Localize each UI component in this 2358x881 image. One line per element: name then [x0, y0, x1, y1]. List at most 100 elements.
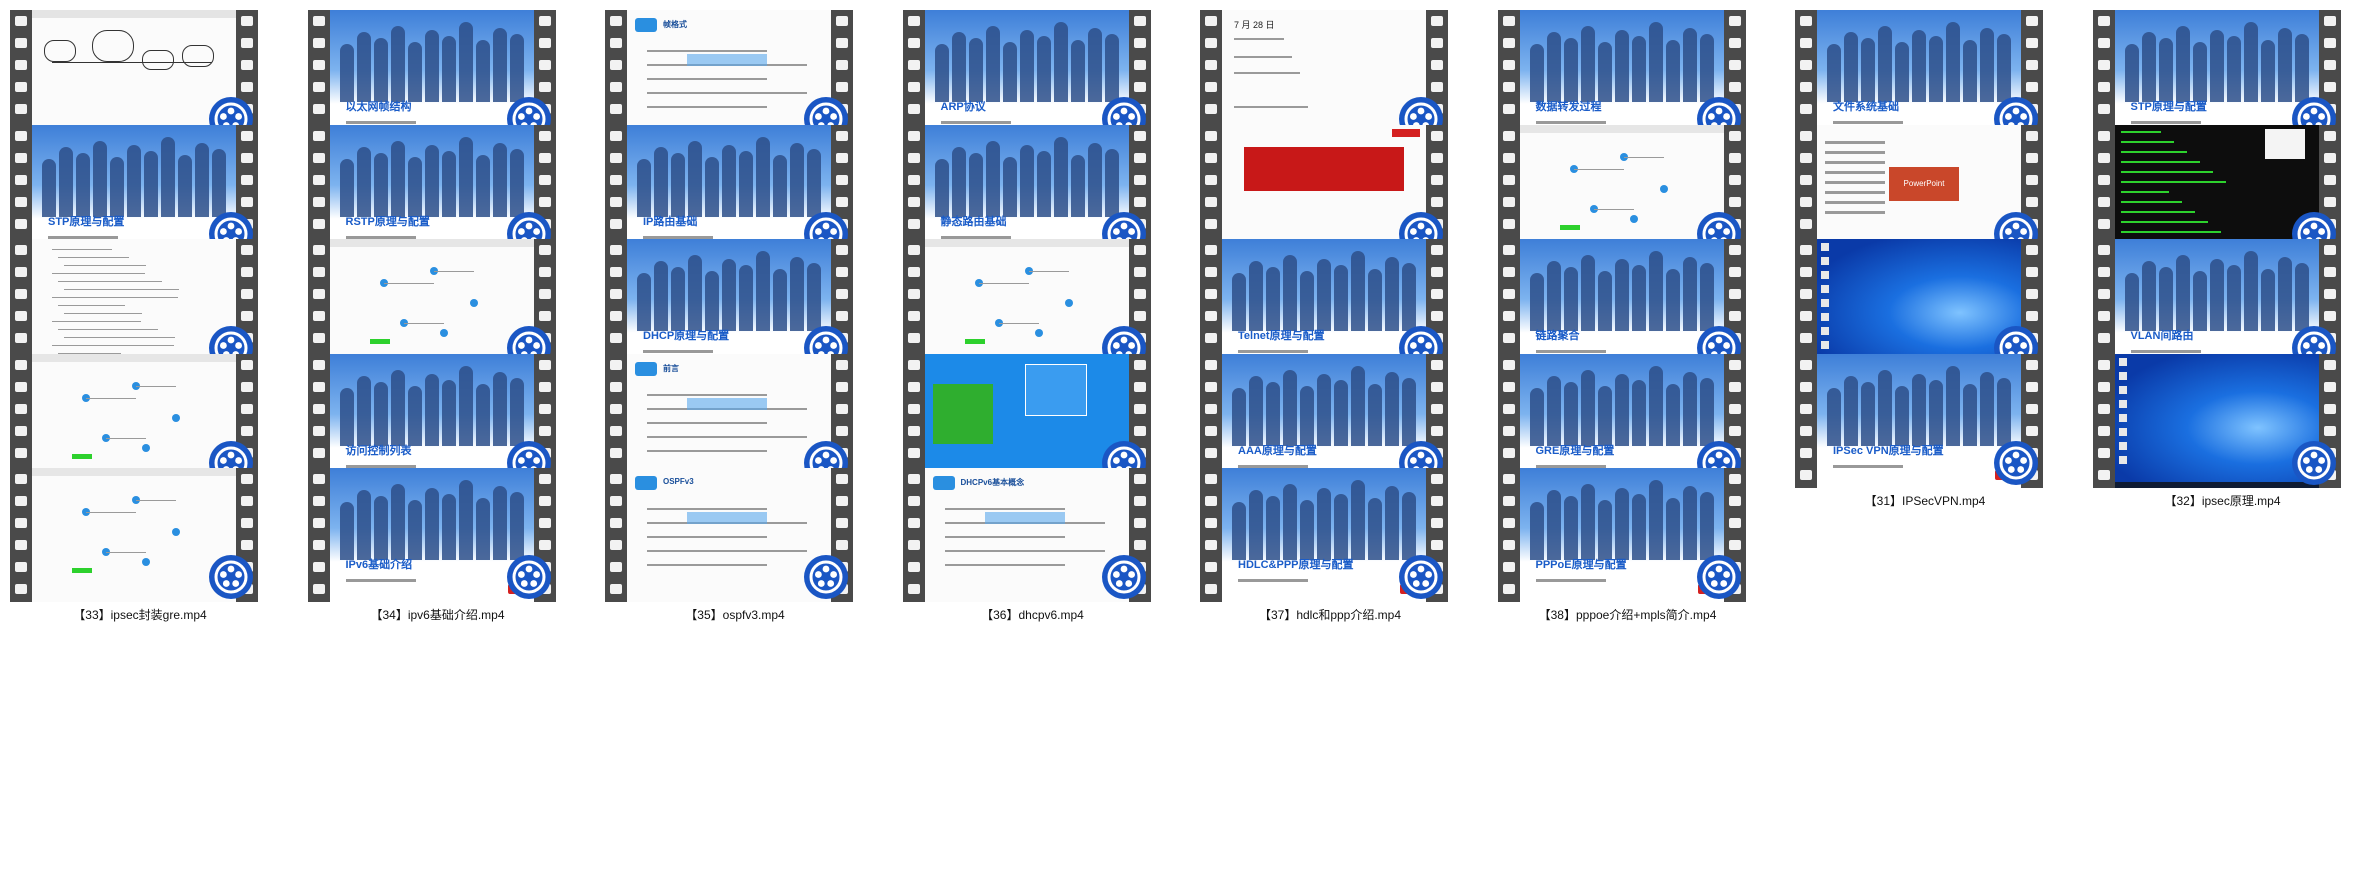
video-tile[interactable]: PPPoE原理与配置【38】pppoe介绍+mpls简介.mp4 [1488, 458, 1785, 623]
video-tile[interactable]: 【16】ospf配置.mp4 [2083, 115, 2358, 280]
film-hole [1800, 245, 1812, 255]
video-thumbnail[interactable]: 帧格式 [605, 10, 853, 144]
film-hole [907, 474, 920, 484]
video-filename[interactable]: 【37】hdlc和ppp介绍.mp4 [1258, 608, 1402, 622]
film-hole [2097, 16, 2110, 26]
video-thumbnail[interactable] [2092, 353, 2341, 488]
people-silhouette [1699, 492, 1714, 560]
video-tile[interactable]: IPv6基础介绍 【34】ipv6基础介绍.mp4 [298, 458, 595, 623]
slide-title: OSPFv3 [663, 477, 694, 486]
video-tile[interactable]: 【23】vlan原理及配置.mp4 [1785, 229, 2082, 394]
video-filename[interactable]: 【32】ipsec原理.mp4 [2164, 493, 2281, 508]
video-tile[interactable]: RSTP原理与配置【10】RSTP原理及配置.mp4 [298, 115, 595, 280]
film-hole [1502, 518, 1515, 528]
media-player-icon[interactable] [2291, 440, 2337, 486]
video-tile[interactable]: 帧格式【03】以太网数据帧.mp4 [595, 0, 892, 165]
video-tile[interactable]: 数据转发过程【06】数据转发过程.mp4 [1488, 0, 1785, 165]
thumbnail-frame: Telnet原理与配置 [1222, 239, 1426, 373]
video-tile[interactable]: DHCPv6基本概念 【36】dhcpv6.mp4 [893, 458, 1190, 623]
media-player-icon[interactable] [1993, 440, 2039, 486]
video-thumbnail[interactable]: ARP协议 [902, 10, 1151, 144]
video-tile[interactable]: 【28】nat多出口配置.mp4 [893, 344, 1190, 509]
video-thumbnail[interactable]: PowerPoint [1795, 124, 2043, 259]
video-thumbnail[interactable]: OSPFv3 [605, 468, 853, 602]
film-hole [1502, 474, 1515, 484]
film-hole [15, 267, 27, 277]
toolbar [32, 10, 236, 18]
text-line [944, 536, 1065, 538]
video-thumbnail[interactable] [10, 10, 258, 144]
film-hole [2097, 403, 2110, 414]
video-thumbnail[interactable]: IP路由基础 [605, 124, 853, 259]
video-tile[interactable]: 【18】ospf配置讲解.mp4 [298, 229, 595, 394]
media-player-icon[interactable] [1696, 554, 1742, 600]
media-player-icon[interactable] [506, 554, 552, 600]
video-tile[interactable]: STP原理与配置【08】stp原理及配置.mp4 [2083, 0, 2358, 165]
media-player-icon[interactable] [1101, 554, 1147, 600]
video-tile[interactable]: 【20】DHCP中继+FTP.mp4 [893, 229, 1190, 394]
video-filename[interactable]: 【31】IPSecVPN.mp4 [1864, 493, 1986, 508]
video-tile[interactable]: 访问控制列表【26】acl工具.mp4 [298, 344, 595, 509]
video-tile[interactable]: 静态路由基础【12】静态路由.mp4 [893, 115, 1190, 280]
people-silhouette [339, 44, 354, 102]
film-perforation-strip [902, 468, 925, 602]
media-player-icon[interactable] [1398, 554, 1444, 600]
film-hole [1205, 311, 1217, 321]
video-thumbnail[interactable]: IPSec VPN原理与配置 [1795, 353, 2043, 488]
video-tile[interactable]: 【32】ipsec原理.mp4 [2083, 344, 2358, 509]
slide-title: PPPoE原理与配置 [1535, 559, 1627, 571]
film-hole [907, 562, 920, 572]
video-thumbnail[interactable]: 静态路由基础 [902, 124, 1151, 259]
video-filename[interactable]: 【34】ipv6基础介绍.mp4 [370, 608, 505, 622]
film-hole [1205, 38, 1217, 48]
video-thumbnail[interactable]: Telnet原理与配置 [1200, 239, 1448, 373]
video-tile[interactable]: DHCP原理与配置【19】DHCP.mp4 [595, 229, 892, 394]
film-hole [1431, 38, 1443, 48]
desktop-icon [1821, 257, 1829, 265]
people-silhouette [1019, 30, 1034, 102]
video-tile[interactable]: 【17】ospf配置2.mp4 [0, 229, 297, 394]
video-tile[interactable]: 7 月 28 日【05】传输层协议.mp4 [1190, 0, 1487, 165]
video-thumbnail[interactable]: DHCP原理与配置 [605, 239, 853, 373]
video-thumbnail[interactable]: STP原理与配置 [2092, 10, 2341, 144]
video-tile[interactable]: OSPFv3 【35】ospfv3.mp4 [595, 458, 892, 623]
video-tile[interactable]: 【33】ipsec封装gre.mp4 [0, 458, 297, 623]
people-silhouette [1563, 267, 1578, 331]
video-thumbnail[interactable] [902, 353, 1151, 488]
video-thumbnail[interactable]: 访问控制列表 [307, 353, 556, 488]
video-thumbnail[interactable]: 数据转发过程 [1497, 10, 1746, 144]
video-tile[interactable]: IPSec VPN原理与配置【31】IPSecVPN.mp4 [1785, 344, 2082, 509]
video-tile[interactable]: IP路由基础【11】IP路由基础.mp4 [595, 115, 892, 280]
film-hole [610, 174, 622, 185]
video-tile[interactable]: 前言【27】nat.mp4 [595, 344, 892, 509]
film-hole [836, 518, 848, 528]
video-tile[interactable]: PowerPoint【15】ospf原理.mp4 [1785, 115, 2082, 280]
slide-title: GRE原理与配置 [1535, 444, 1615, 457]
video-tile[interactable]: STP原理与配置【09】STP原理及配置.mp4 [0, 115, 297, 280]
video-tile[interactable]: 【01】网络及传输介质简介.mp4 [0, 0, 297, 165]
media-player-icon[interactable] [208, 554, 254, 600]
media-player-icon[interactable] [803, 554, 849, 600]
video-thumbnail[interactable] [10, 239, 258, 373]
video-filename[interactable]: 【38】pppoe介绍+mpls简介.mp4 [1538, 608, 1717, 622]
film-hole [312, 82, 325, 92]
terminal-line [2120, 180, 2226, 183]
video-filename[interactable]: 【33】ipsec封装gre.mp4 [73, 608, 207, 622]
film-hole [2026, 311, 2038, 321]
video-tile[interactable]: 链路聚合【22】链路聚合.mp4 [1488, 229, 1785, 394]
people-silhouette [2175, 26, 2190, 102]
film-hole [2097, 469, 2110, 480]
video-filename[interactable]: 【36】dhcpv6.mp4 [981, 608, 1084, 622]
video-filename[interactable]: 【35】ospfv3.mp4 [685, 608, 785, 622]
film-hole [1205, 267, 1217, 277]
video-thumbnail[interactable]: HDLC&PPP原理与配置 [1200, 468, 1448, 602]
video-tile[interactable]: AAA原理与配置【29】AAA原理及配置.mp4 [1190, 344, 1487, 509]
link-line [978, 283, 1029, 284]
video-tile[interactable]: HDLC&PPP原理与配置【37】hdlc和ppp介绍.mp4 [1190, 458, 1487, 623]
film-hole [610, 403, 622, 414]
film-hole [312, 245, 325, 255]
video-tile[interactable]: 【14】RIP配置.mp4 [1488, 115, 1785, 280]
video-thumbnail[interactable]: GRE原理与配置 [1497, 353, 1746, 488]
video-thumbnail[interactable]: 链路聚合 [1497, 239, 1746, 373]
video-tile[interactable]: ARP协议【04】arp协议.mp4 [893, 0, 1190, 165]
